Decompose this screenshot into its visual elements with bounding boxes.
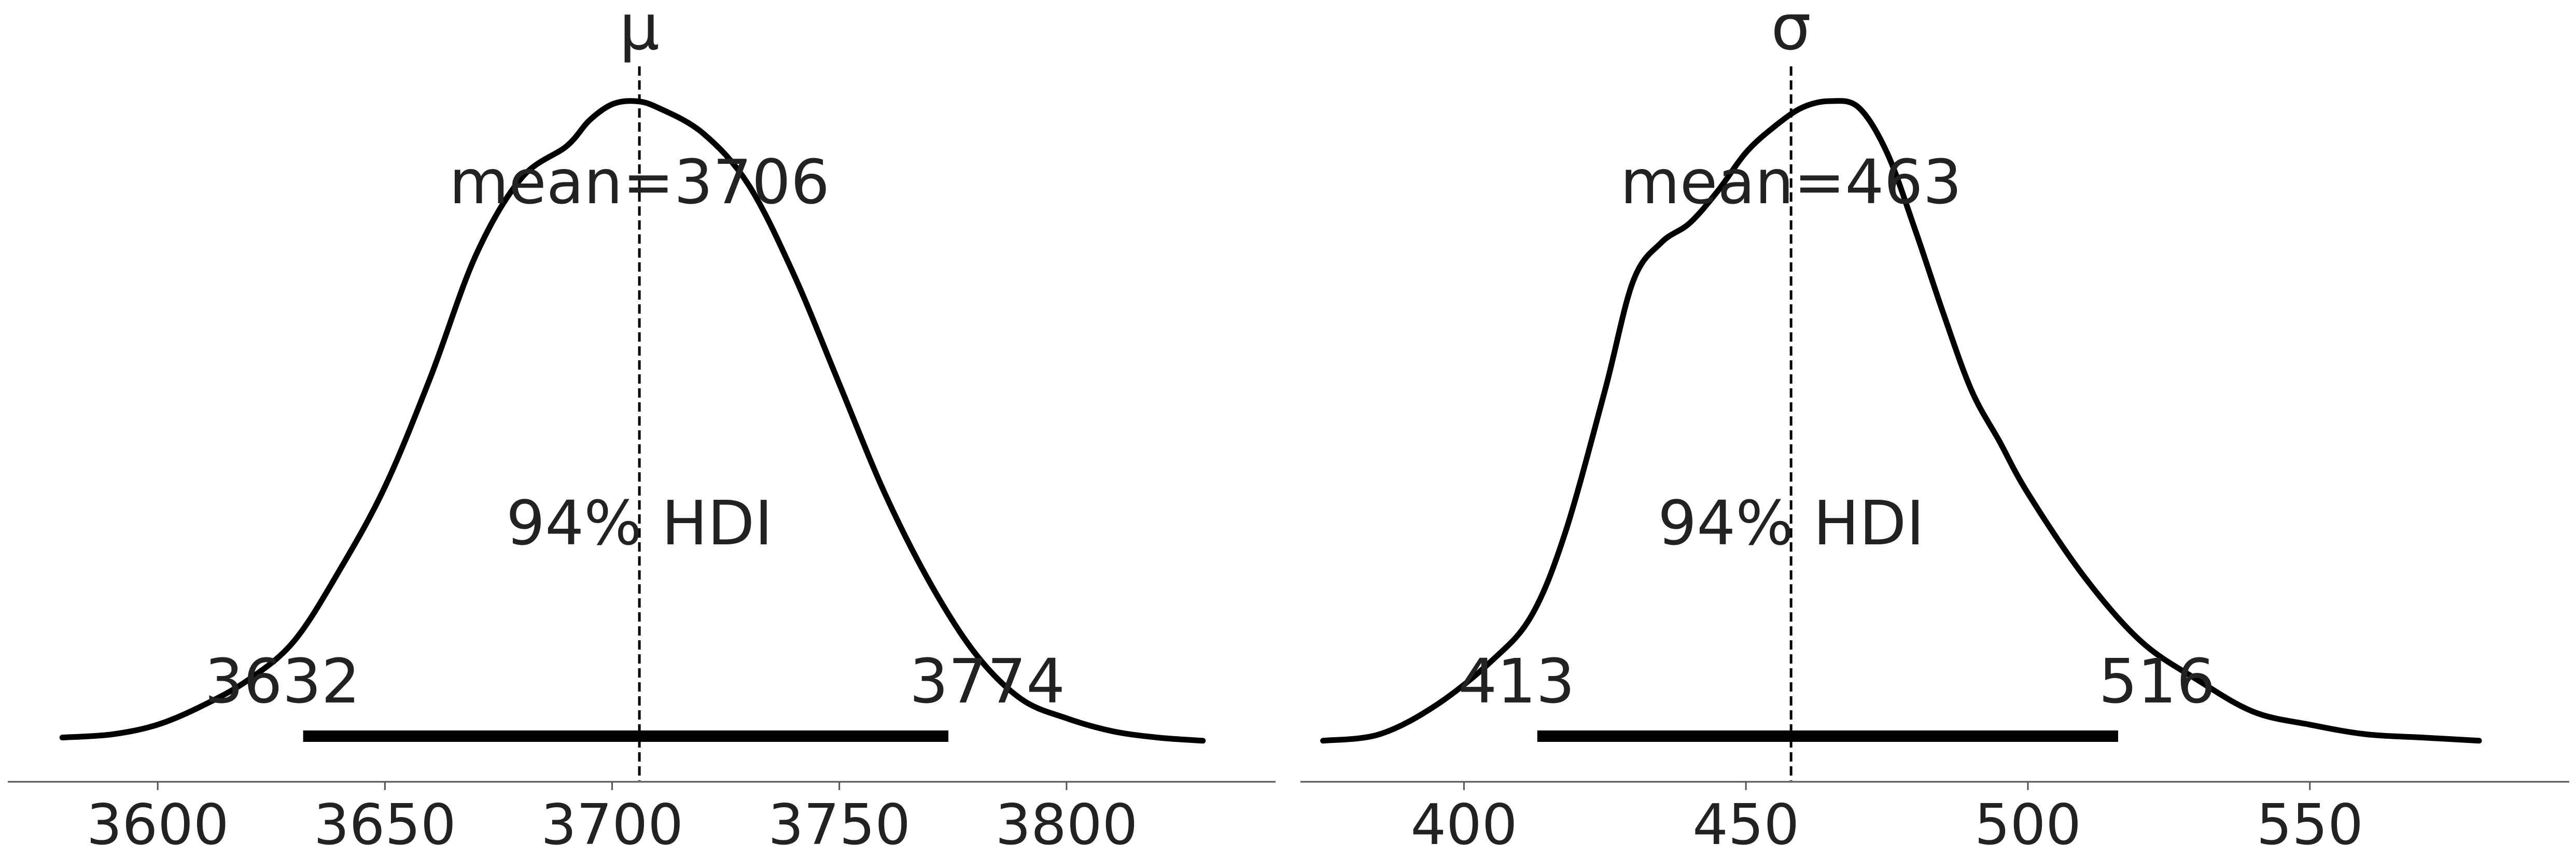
x-tick-label: 450 xyxy=(1692,793,1799,857)
x-tick-label: 3650 xyxy=(314,793,456,857)
hdi-lower-label: 3632 xyxy=(204,645,360,717)
x-tick-label: 400 xyxy=(1410,793,1517,857)
x-tick-label: 3800 xyxy=(995,793,1138,857)
density-curve xyxy=(59,98,1206,744)
panel-1: 3600 3650 3700 3750 3800 μ mean=3706 94% HDI 363… xyxy=(8,0,1276,857)
x-tick-label: 3600 xyxy=(87,793,229,857)
panel-title: σ xyxy=(1771,0,1811,64)
hdi-upper-label: 516 xyxy=(2098,645,2215,717)
hdi-lower-label: 413 xyxy=(1458,645,1575,717)
hdi-label: 94% HDI xyxy=(506,487,773,559)
hdi-upper-label: 3774 xyxy=(909,645,1065,717)
mean-label: mean=3706 xyxy=(449,146,830,218)
hdi-label: 94% HDI xyxy=(1658,487,1924,559)
panel-2: 400 450 500 550 σ mean=463 94% HDI 413 516 xyxy=(1300,0,2569,857)
panel-title: μ xyxy=(619,0,660,64)
x-tick-label: 3750 xyxy=(768,793,911,857)
x-tick-label: 3700 xyxy=(541,793,683,857)
mean-label: mean=463 xyxy=(1620,146,1962,218)
density-curve xyxy=(1320,98,2482,744)
x-tick-label: 550 xyxy=(2257,793,2363,857)
x-tick-label: 500 xyxy=(1975,793,2081,857)
